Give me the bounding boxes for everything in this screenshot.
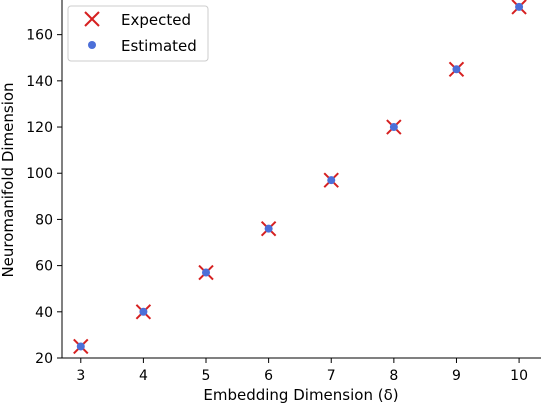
- data-points: [73, 0, 527, 355]
- estimated-point: [389, 123, 398, 132]
- x-tick-label: 9: [452, 368, 461, 384]
- legend-label-estimated: Estimated: [121, 37, 197, 55]
- estimated-point: [452, 65, 461, 74]
- estimated-point: [76, 342, 85, 351]
- axes: [61, 0, 541, 359]
- estimated-point: [327, 176, 336, 185]
- y-tick-label: 20: [35, 351, 53, 367]
- legend-box: [67, 5, 209, 62]
- x-tick-label: 6: [264, 368, 273, 384]
- x-tick-label: 8: [389, 368, 398, 384]
- x-tick-label: 5: [202, 368, 211, 384]
- estimated-point: [202, 268, 211, 277]
- y-tick-label: 80: [35, 212, 53, 228]
- x-tick-label: 10: [510, 368, 528, 384]
- legend: Expected Estimated: [67, 5, 209, 62]
- estimated-point: [515, 2, 524, 11]
- legend-expected-marker-icon: [84, 11, 100, 27]
- estimated-point: [264, 224, 273, 233]
- x-axis-label: Embedding Dimension (δ): [203, 386, 398, 404]
- legend-estimated-marker-icon: [88, 41, 96, 49]
- legend-label-expected: Expected: [121, 11, 191, 29]
- y-axis-label: Neuromanifold Dimension: [0, 82, 17, 277]
- y-tick-label: 100: [26, 166, 53, 182]
- x-ticks: 3 4 5 6 7 8 9 10: [76, 358, 528, 384]
- y-tick-label: 120: [26, 120, 53, 136]
- x-tick-label: 3: [76, 368, 85, 384]
- y-tick-label: 60: [35, 259, 53, 275]
- x-tick-label: 4: [139, 368, 148, 384]
- y-tick-label: 160: [26, 28, 53, 44]
- x-tick-label: 7: [327, 368, 336, 384]
- y-tick-label: 140: [26, 74, 53, 90]
- estimated-point: [139, 307, 148, 316]
- y-ticks: 20 40 60 80 100 120 140 160: [26, 28, 62, 367]
- y-tick-label: 40: [35, 305, 53, 321]
